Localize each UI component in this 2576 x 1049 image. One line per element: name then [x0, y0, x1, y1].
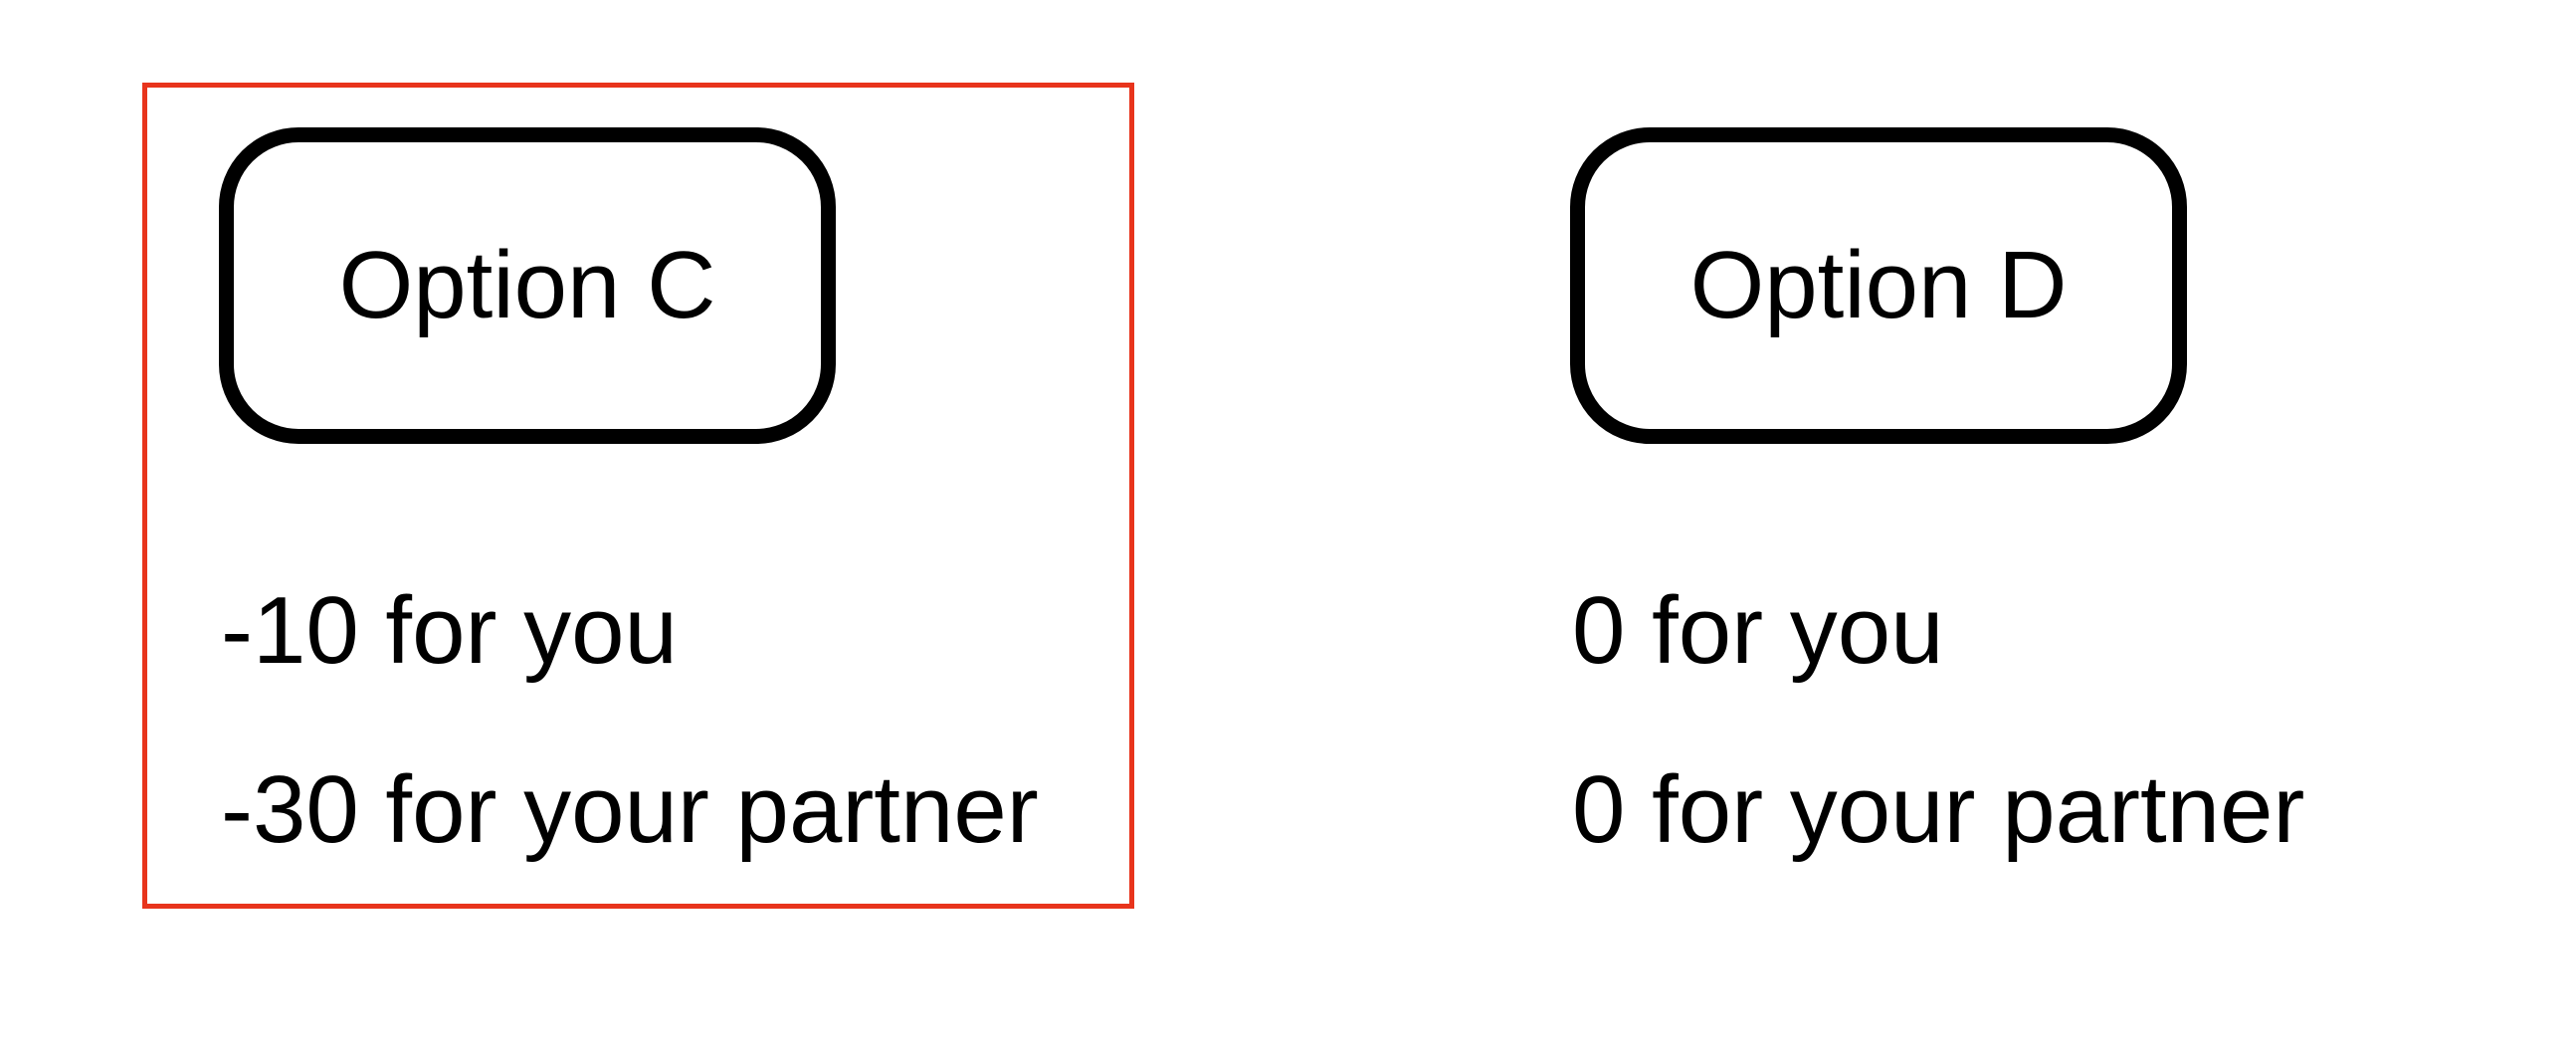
- option-d-label: Option D: [1689, 232, 2068, 338]
- option-d-payoff-partner: 0 for your partner: [1572, 756, 2305, 863]
- option-c-button[interactable]: Option C: [219, 127, 836, 444]
- option-c-label: Option C: [338, 232, 716, 338]
- option-d-button[interactable]: Option D: [1570, 127, 2187, 444]
- selected-option-highlight: [142, 83, 1134, 909]
- option-c-payoff-partner: -30 for your partner: [221, 756, 1039, 863]
- option-c-payoff-you: -10 for you: [221, 577, 678, 684]
- option-d-payoff-you: 0 for you: [1572, 577, 1944, 684]
